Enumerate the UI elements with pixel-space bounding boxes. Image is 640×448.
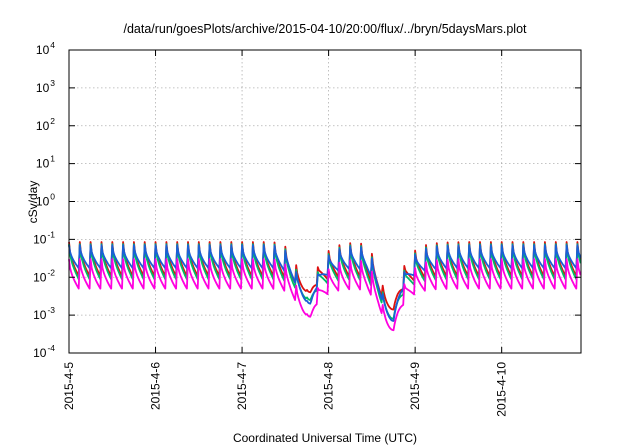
y-tick-label: 104 — [36, 40, 55, 57]
y-tick-label: 10-4 — [33, 343, 55, 360]
y-tick-exponent: 1 — [50, 154, 55, 164]
y-tick-label: 10-2 — [33, 267, 55, 284]
chart-title: /data/run/goesPlots/archive/2015-04-10/2… — [123, 22, 527, 36]
x-tick-label: 2015-4-8 — [322, 362, 336, 410]
y-tick-label: 101 — [36, 154, 55, 171]
y-tick-exponent: -2 — [47, 267, 55, 277]
y-tick-label: 10-1 — [33, 229, 55, 246]
grid-lines — [68, 49, 581, 354]
y-tick-label: 10-3 — [33, 305, 55, 322]
y-tick-label: 103 — [36, 78, 55, 95]
y-tick-exponent: -3 — [47, 305, 55, 315]
y-tick-exponent: 3 — [50, 78, 55, 88]
x-tick-label: 2015-4-10 — [495, 362, 509, 417]
y-tick-exponent: 0 — [50, 192, 55, 202]
y-axis-label: cSv/day — [26, 181, 40, 224]
x-tick-label: 2015-4-7 — [235, 362, 249, 410]
series-group — [68, 241, 582, 332]
x-axis-label: Coordinated Universal Time (UTC) — [233, 431, 417, 445]
x-tick-label: 2015-4-6 — [149, 362, 163, 410]
y-tick-label: 102 — [36, 116, 55, 133]
y-tick-exponent: -1 — [47, 229, 55, 239]
y-tick-exponent: -4 — [47, 343, 55, 353]
x-tick-label: 2015-4-9 — [408, 362, 422, 410]
y-tick-exponent: 2 — [50, 116, 55, 126]
y-tick-exponent: 4 — [50, 40, 55, 50]
series-line — [68, 258, 582, 332]
x-tick-label: 2015-4-5 — [62, 362, 76, 410]
